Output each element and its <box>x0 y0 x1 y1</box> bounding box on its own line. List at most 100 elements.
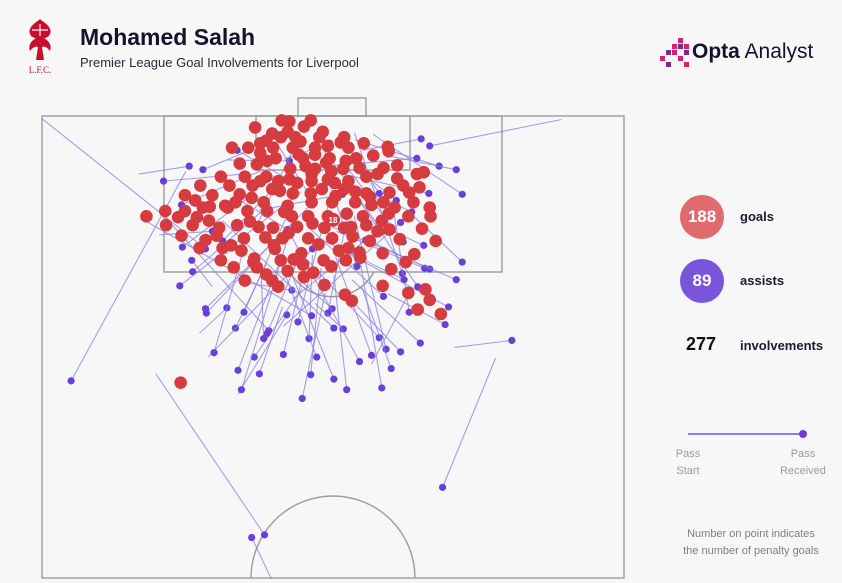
assist-received-point <box>189 268 197 276</box>
goal-point <box>417 166 431 179</box>
goal-point <box>376 279 389 293</box>
goal-point <box>266 221 280 235</box>
goal-point <box>224 239 238 252</box>
assist-pass-line <box>199 307 228 334</box>
goal-point <box>250 158 264 171</box>
assist-received-point <box>240 308 248 316</box>
goal-point <box>159 218 173 232</box>
goal-point <box>233 188 247 201</box>
goal-point <box>315 182 329 196</box>
goal-point <box>178 188 192 202</box>
goal <box>297 97 367 117</box>
goal-point <box>429 234 443 248</box>
goal-point <box>377 195 390 209</box>
page-title: Mohamed Salah <box>80 24 256 50</box>
goal-point <box>243 215 257 228</box>
goal-point <box>363 190 377 204</box>
goal-point <box>274 254 288 267</box>
goal-point <box>342 241 355 255</box>
assist-pass-line <box>386 155 457 171</box>
goal-point <box>411 303 425 316</box>
assist-pass-line <box>70 171 187 382</box>
assist-received-point <box>413 154 421 162</box>
assist-received-point <box>330 375 338 383</box>
assist-received-point <box>426 142 434 150</box>
goal-point <box>247 252 261 265</box>
assist-received-point <box>185 162 193 170</box>
assist-received-point <box>263 329 271 337</box>
assist-received-point <box>458 190 466 198</box>
assist-received-point <box>458 258 466 266</box>
goal-point <box>225 141 239 154</box>
brand-strong: Opta <box>692 40 740 63</box>
goal-point <box>402 210 415 223</box>
assist-received-point <box>330 324 338 332</box>
goal-point <box>203 200 217 213</box>
goal-point <box>363 234 377 248</box>
assist-pass-line <box>358 257 383 389</box>
goal-point <box>188 194 202 207</box>
goal-point <box>202 214 216 228</box>
assist-pass-line <box>192 202 272 273</box>
goal-point <box>260 204 274 218</box>
assist-layer <box>41 118 562 580</box>
crest-text: L.F.C. <box>29 65 52 75</box>
goal-point <box>407 195 420 209</box>
goal-point <box>308 148 322 162</box>
goal-point <box>423 293 437 307</box>
goal-point <box>328 176 342 190</box>
involvements-label: involvements <box>740 338 824 353</box>
goal-point <box>339 254 353 267</box>
assist-received-point <box>397 218 405 227</box>
assist-pass-line <box>454 339 512 348</box>
goal-point <box>346 230 359 243</box>
goal-point <box>287 253 300 266</box>
assist-received-point <box>378 384 386 392</box>
assist-received-point <box>343 386 351 394</box>
goal-point <box>248 121 262 134</box>
goal-point <box>305 167 318 181</box>
goal-point <box>158 204 172 218</box>
goal-point <box>424 210 437 223</box>
goal-point <box>371 167 384 181</box>
goal-point <box>227 261 241 274</box>
goal-point <box>336 162 350 176</box>
brand-light: Analyst <box>739 40 814 63</box>
goal-point <box>434 307 448 321</box>
assist-pass-line <box>240 284 275 390</box>
goal-point <box>360 170 373 184</box>
assist-pass-line <box>253 288 303 358</box>
assist-received-point <box>234 366 242 374</box>
assist-received-point <box>438 483 447 491</box>
goal-point <box>337 182 351 196</box>
goal-point <box>415 222 429 235</box>
assist-received-point <box>353 262 361 271</box>
goal-point <box>171 210 185 224</box>
assist-received-point <box>400 276 408 284</box>
assist-received-point <box>355 357 364 366</box>
goal-point <box>306 217 319 230</box>
goal-point <box>336 135 350 148</box>
goal-point <box>324 260 338 273</box>
goal-point <box>354 251 367 264</box>
assist-received-point <box>452 276 460 284</box>
goal-point <box>282 226 295 240</box>
goal-point <box>238 170 252 184</box>
goal-point <box>321 139 335 153</box>
goal-point <box>353 161 366 175</box>
goal-point <box>266 141 280 154</box>
goal-point <box>238 274 252 287</box>
assist-pass-line <box>371 294 409 365</box>
goals-count: 188 <box>680 195 724 239</box>
legend-end-line1: Pass <box>790 448 816 460</box>
goal-point <box>384 262 398 276</box>
assist-received-point <box>279 350 287 359</box>
goal-point <box>383 223 396 236</box>
assist-received-point <box>237 386 246 394</box>
assist-pass-line <box>251 537 272 580</box>
assist-pass-line <box>163 173 244 182</box>
goal-point <box>260 154 274 168</box>
goal-point <box>345 294 359 308</box>
goal-point <box>237 232 251 245</box>
goal-point <box>199 233 212 247</box>
